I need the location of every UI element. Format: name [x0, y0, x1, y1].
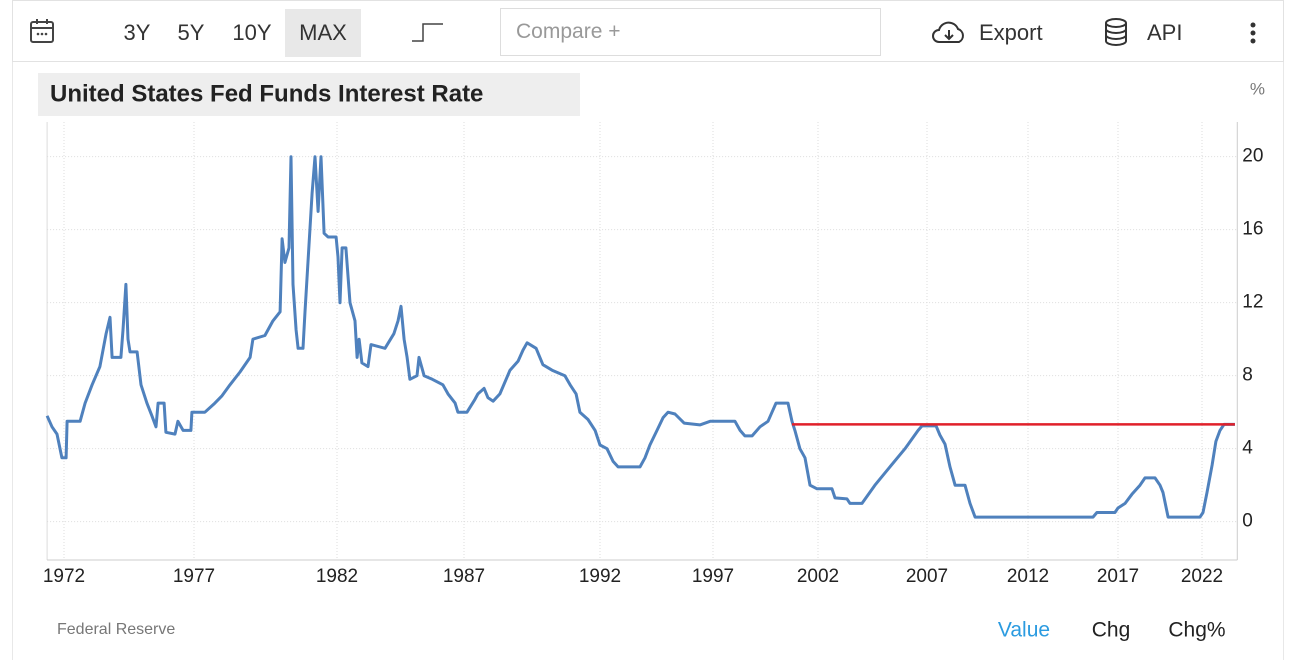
- export-button[interactable]: Export: [979, 20, 1043, 45]
- x-tick-label: 1972: [43, 566, 85, 587]
- chart-frame: [12, 62, 1284, 660]
- y-tick-label: 0: [1242, 511, 1253, 532]
- range-button[interactable]: 10Y: [232, 20, 272, 45]
- rate-line: [45, 155, 1235, 519]
- step-icon[interactable]: [411, 21, 445, 43]
- export-icon[interactable]: [930, 21, 968, 45]
- y-tick-label: 4: [1242, 438, 1253, 459]
- y-unit: %: [1250, 79, 1265, 98]
- source: Federal Reserve: [57, 621, 175, 638]
- chart-title: United States Fed Funds Interest Rate: [50, 80, 483, 107]
- toolbar: 3Y 5Y 10Y MAX Compare + Export API: [12, 0, 1284, 62]
- x-tick-label: 2012: [1007, 566, 1049, 587]
- api-button[interactable]: API: [1147, 20, 1183, 45]
- compare-input[interactable]: Compare +: [500, 8, 881, 56]
- range-button[interactable]: MAX: [285, 9, 361, 57]
- title-box: [38, 73, 580, 116]
- x-tick-label: 2017: [1097, 566, 1139, 587]
- x-tick-label: 1997: [692, 566, 734, 587]
- y-tick-label: 20: [1242, 146, 1263, 167]
- y-tick-label: 12: [1242, 292, 1263, 313]
- x-tick-label: 1992: [579, 566, 621, 587]
- menu-icon[interactable]: [1249, 21, 1257, 47]
- x-tick-label: 1977: [173, 566, 215, 587]
- x-tick-label: 2002: [797, 566, 839, 587]
- tab-value[interactable]: Value: [998, 619, 1050, 642]
- api-icon[interactable]: [1103, 18, 1129, 46]
- calendar-icon[interactable]: [29, 18, 55, 44]
- x-tick-label: 2007: [906, 566, 948, 587]
- tab-chg[interactable]: Chg: [1092, 619, 1131, 642]
- x-tick-label: 2022: [1181, 566, 1223, 587]
- range-button[interactable]: 5Y: [177, 20, 205, 45]
- tab-chg-pct[interactable]: Chg%: [1168, 619, 1225, 642]
- x-tick-label: 1982: [316, 566, 358, 587]
- range-button[interactable]: 3Y: [123, 20, 151, 45]
- x-tick-label: 1987: [443, 566, 485, 587]
- y-tick-label: 16: [1242, 219, 1263, 240]
- y-tick-label: 8: [1242, 365, 1253, 386]
